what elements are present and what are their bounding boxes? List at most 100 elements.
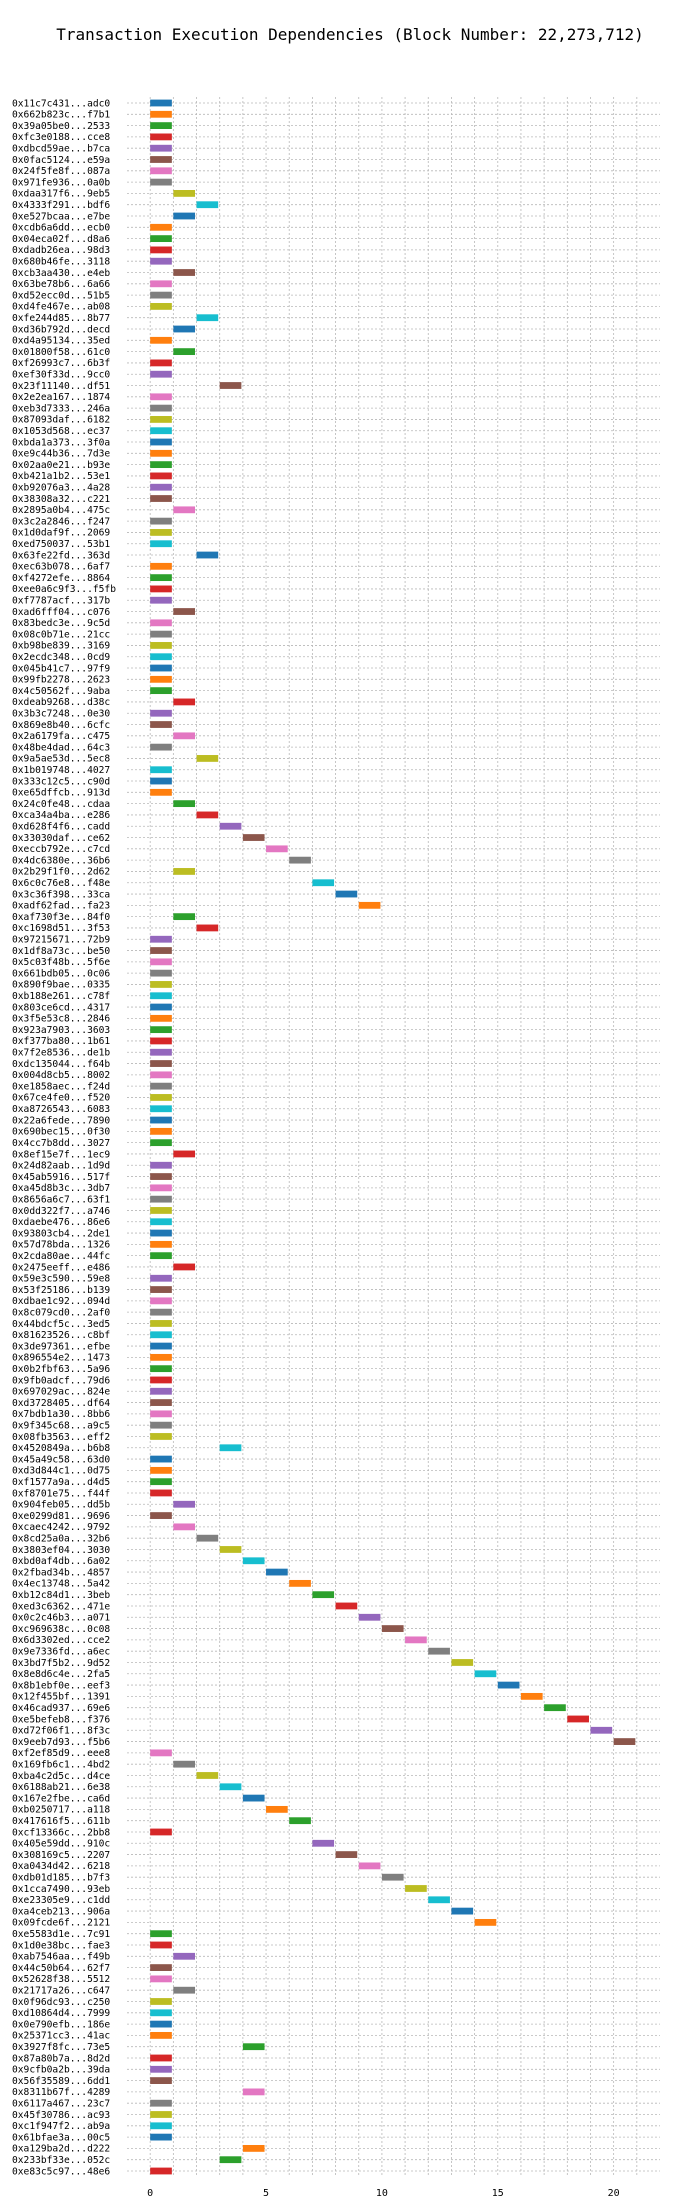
tx-label: 0xcaec4242...9792	[12, 1522, 110, 1533]
tx-label: 0x4333f291...bdf6	[12, 200, 110, 211]
tx-label: 0xeb3d7333...246a	[12, 403, 110, 414]
tx-label: 0xc969638c...0c08	[12, 1624, 110, 1635]
tx-label: 0xe65dffcb...913d	[12, 788, 110, 799]
dependency-bar	[173, 698, 196, 706]
tx-label: 0xcdb6a6dd...ecb0	[12, 223, 110, 234]
dependency-bar	[173, 608, 196, 615]
dependency-bar	[150, 1410, 172, 1418]
tx-label: 0x8cd25a0a...32b6	[12, 1533, 110, 1544]
dependency-bar	[150, 461, 172, 469]
dependency-bar	[173, 913, 196, 921]
tx-label: 0x63be78b6...6a66	[12, 279, 110, 290]
dependency-bar	[242, 2043, 265, 2051]
dependency-bar	[150, 156, 172, 163]
dependency-bar	[312, 1839, 335, 1847]
dependency-bar	[150, 1342, 172, 1350]
tx-label: 0x24c0fe48...cdaa	[12, 799, 110, 810]
dependency-bar	[150, 2031, 172, 2039]
tx-label: 0xf1577a9a...d4d5	[12, 1477, 110, 1488]
dependency-bar	[242, 2088, 265, 2096]
tx-label: 0xbda1a373...3f0a	[12, 437, 110, 448]
tx-label: 0xf4272efe...8864	[12, 573, 110, 584]
tx-label: 0xf2ef85d9...eee8	[12, 1748, 110, 1759]
dependency-bar	[219, 382, 242, 389]
tx-label: 0xef30f33d...9cc0	[12, 370, 110, 381]
tx-label: 0x24d82aab...1d9d	[12, 1161, 110, 1172]
dependency-bar	[289, 1579, 311, 1587]
dependency-bar	[150, 1353, 172, 1361]
dependency-bar	[289, 856, 311, 864]
dependency-bar	[335, 890, 358, 898]
dependency-bar	[150, 1026, 172, 1034]
tx-label: 0xcb3aa430...e4eb	[12, 268, 110, 279]
tx-label: 0x904feb05...dd5b	[12, 1500, 110, 1511]
tx-label: 0x661bdb05...0c06	[12, 968, 110, 979]
tx-label: 0x0f96dc93...c250	[12, 1997, 110, 2008]
tx-label: 0xf26993c7...6b3f	[12, 358, 110, 369]
dependency-bar	[150, 2122, 172, 2130]
tx-label: 0x0fac5124...e59a	[12, 155, 110, 166]
dependency-bar	[266, 1568, 288, 1576]
dependency-bar	[173, 868, 196, 875]
tx-label: 0x9fb0adcf...79d6	[12, 1375, 110, 1386]
tx-label: 0xb98be839...3169	[12, 641, 110, 652]
tx-label: 0xdbcd59ae...b7ca	[12, 144, 110, 155]
tx-label: 0x48be4dad...64c3	[12, 742, 110, 753]
tx-label: 0xaf730f3e...84f0	[12, 912, 110, 923]
tx-label: 0x803ce6cd...4317	[12, 1002, 110, 1013]
tx-label: 0x61bfae3a...00c5	[12, 2132, 110, 2143]
dependency-bar	[173, 732, 196, 740]
dependency-bar	[150, 416, 172, 423]
tx-label: 0x3803ef04...3030	[12, 1545, 110, 1556]
tx-label: 0x3c2a2846...f247	[12, 516, 110, 527]
tx-label: 0x23f11140...df51	[12, 381, 110, 392]
dependency-bar	[381, 1625, 404, 1632]
dependency-bar	[150, 1127, 172, 1135]
dependency-bar	[150, 1116, 172, 1124]
tx-label: 0x3de97361...efbe	[12, 1341, 110, 1352]
dependency-bar	[150, 1749, 172, 1757]
tx-label: 0x97215671...72b9	[12, 935, 110, 946]
dependency-bar	[150, 1365, 172, 1373]
dependency-bar	[150, 619, 172, 627]
dependency-bar	[150, 2133, 172, 2141]
tx-label: 0x890f9bae...0335	[12, 980, 110, 991]
tx-label: 0x690bec15...0f30	[12, 1127, 110, 1138]
tx-label: 0xd628f4f6...cadd	[12, 822, 110, 833]
dependency-bar	[474, 1670, 497, 1678]
dependency-bar	[150, 110, 172, 118]
dependency-bar	[150, 574, 172, 582]
tx-label: 0xe9c44b36...7d3e	[12, 449, 110, 460]
tx-label: 0x233bf33e...052c	[12, 2155, 110, 2166]
dependency-bar	[150, 1466, 172, 1474]
dependency-bar	[150, 2167, 172, 2175]
dependency-bar	[312, 879, 335, 887]
tx-label: 0x04eca02f...d8a6	[12, 234, 110, 245]
tx-label: 0x680b46fe...3118	[12, 257, 110, 268]
x-tick-label: 5	[263, 2188, 269, 2199]
dependency-bar	[150, 529, 172, 536]
tx-label: 0x1d0daf9f...2069	[12, 528, 110, 539]
dependency-bar	[150, 992, 172, 1000]
dependency-bar	[173, 1150, 196, 1158]
tx-label: 0xa8726543...6083	[12, 1104, 110, 1115]
tx-label: 0x12f455bf...1391	[12, 1692, 110, 1703]
tx-label: 0x308169c5...2207	[12, 1850, 110, 1861]
dependency-bar	[150, 1184, 172, 1192]
dependency-bar	[150, 1308, 172, 1316]
dependency-bar	[150, 144, 172, 152]
tx-label: 0x9a5ae53d...5ec8	[12, 754, 110, 765]
tx-label: 0x6d3302ed...cce2	[12, 1635, 110, 1646]
dependency-bar	[173, 190, 196, 197]
tx-label: 0xba4c2d5c...d4ce	[12, 1771, 110, 1782]
tx-label: 0xdb01d185...b7f3	[12, 1872, 110, 1883]
dependency-bar	[590, 1726, 613, 1734]
tx-label: 0x4520849a...b6b8	[12, 1443, 110, 1454]
dependency-bar	[173, 1500, 196, 1508]
dependency-bar	[150, 1964, 172, 1971]
tx-label: 0x6117a467...23c7	[12, 2098, 110, 2109]
dependency-bar	[150, 1331, 172, 1339]
dependency-bar	[150, 517, 172, 525]
dependency-bar	[567, 1715, 589, 1723]
